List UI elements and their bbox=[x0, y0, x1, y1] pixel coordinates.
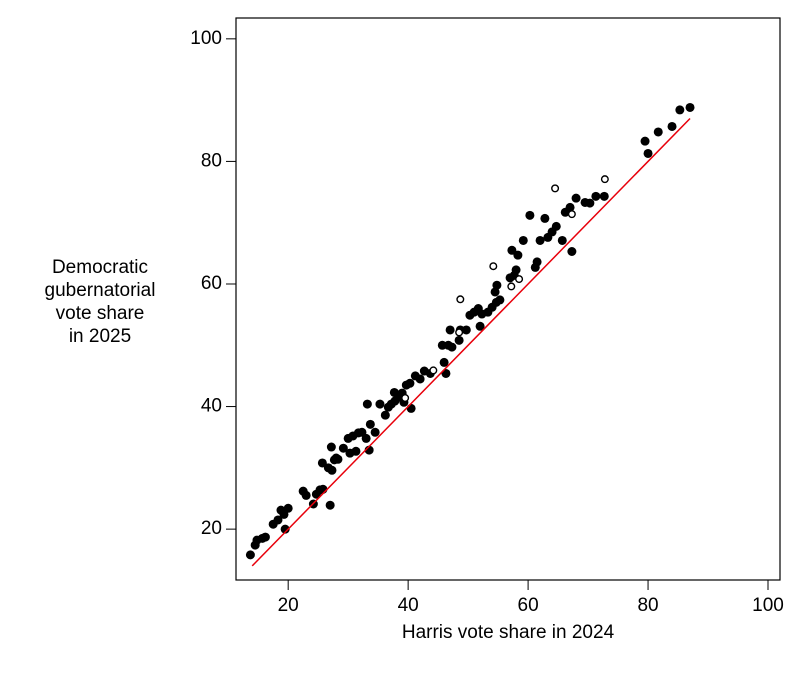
y-tick-label: 80 bbox=[201, 150, 222, 171]
x-tick-label: 80 bbox=[637, 595, 658, 616]
scatter-point bbox=[513, 250, 523, 260]
scatter-point bbox=[551, 184, 560, 193]
scatter-point bbox=[280, 524, 290, 534]
scatter-point bbox=[567, 247, 577, 257]
scatter-point bbox=[245, 550, 255, 560]
scatter-point bbox=[333, 454, 343, 464]
x-axis-label: Harris vote share in 2024 bbox=[402, 622, 615, 643]
scatter-point bbox=[455, 328, 464, 337]
scatter-point bbox=[351, 446, 361, 456]
scatter-point bbox=[461, 325, 471, 335]
scatter-point bbox=[667, 121, 677, 131]
y-tick-label: 40 bbox=[201, 396, 222, 417]
scatter-point bbox=[571, 193, 581, 203]
scatter-point bbox=[492, 280, 502, 290]
y-tick-label: 100 bbox=[190, 28, 222, 49]
y-axis-label: gubernatorial bbox=[45, 280, 156, 301]
scatter-point bbox=[445, 325, 455, 335]
scatter-point bbox=[380, 410, 390, 420]
scatter-point bbox=[600, 175, 609, 184]
scatter-point bbox=[327, 465, 337, 475]
scatter-point bbox=[557, 235, 567, 245]
scatter-point bbox=[415, 374, 425, 384]
y-axis-label: Democratic bbox=[52, 257, 148, 278]
scatter-point bbox=[361, 433, 371, 443]
scatter-point bbox=[525, 210, 535, 220]
scatter-point bbox=[325, 500, 335, 510]
scatter-point bbox=[406, 403, 416, 413]
scatter-point bbox=[375, 399, 385, 409]
scatter-point bbox=[454, 335, 464, 345]
x-tick-label: 40 bbox=[398, 595, 419, 616]
scatter-point bbox=[643, 148, 653, 158]
scatter-point bbox=[370, 427, 380, 437]
scatter-point bbox=[518, 235, 528, 245]
scatter-point bbox=[475, 321, 485, 331]
scatter-point bbox=[405, 378, 415, 388]
scatter-point bbox=[585, 198, 595, 208]
scatter-point bbox=[326, 442, 336, 452]
scatter-point bbox=[567, 210, 576, 219]
scatter-point bbox=[565, 202, 575, 212]
scatter-point bbox=[439, 357, 449, 367]
scatter-point bbox=[540, 213, 550, 223]
scatter-point bbox=[338, 443, 348, 453]
scatter-point bbox=[429, 366, 438, 375]
scatter-point bbox=[685, 102, 695, 112]
scatter-point bbox=[456, 295, 465, 304]
scatter-point bbox=[490, 287, 500, 297]
scatter-point bbox=[362, 399, 372, 409]
scatter-point bbox=[675, 105, 685, 115]
plot-frame bbox=[235, 17, 781, 581]
scatter-point bbox=[591, 191, 601, 201]
y-tick-label: 20 bbox=[201, 518, 222, 539]
scatter-point bbox=[515, 275, 524, 284]
scatter-point bbox=[301, 490, 311, 500]
scatter-point bbox=[447, 342, 457, 352]
scatter-point bbox=[273, 515, 283, 525]
x-tick-label: 20 bbox=[278, 595, 299, 616]
x-tick-label: 60 bbox=[518, 595, 539, 616]
scatter-point bbox=[532, 257, 542, 267]
y-tick-label: 60 bbox=[201, 273, 222, 294]
scatter-point bbox=[317, 458, 327, 468]
y-axis-label: in 2025 bbox=[69, 326, 131, 347]
scatter-point bbox=[260, 532, 270, 542]
scatter-point bbox=[401, 393, 410, 402]
scatter-point bbox=[653, 127, 663, 137]
x-tick-label: 100 bbox=[752, 595, 784, 616]
y-axis-label: vote share bbox=[56, 303, 145, 324]
scatter-point bbox=[283, 503, 293, 513]
scatter-point bbox=[507, 245, 517, 255]
scatter-point bbox=[495, 295, 505, 305]
scatter-point bbox=[365, 419, 375, 429]
reference-line bbox=[251, 117, 691, 567]
scatter-point bbox=[535, 235, 545, 245]
scatter-point bbox=[511, 265, 521, 275]
scatter-point bbox=[599, 191, 609, 201]
scatter-point bbox=[489, 262, 498, 271]
scatter-point bbox=[551, 221, 561, 231]
scatter-point bbox=[640, 136, 650, 146]
scatter-point bbox=[507, 282, 516, 291]
